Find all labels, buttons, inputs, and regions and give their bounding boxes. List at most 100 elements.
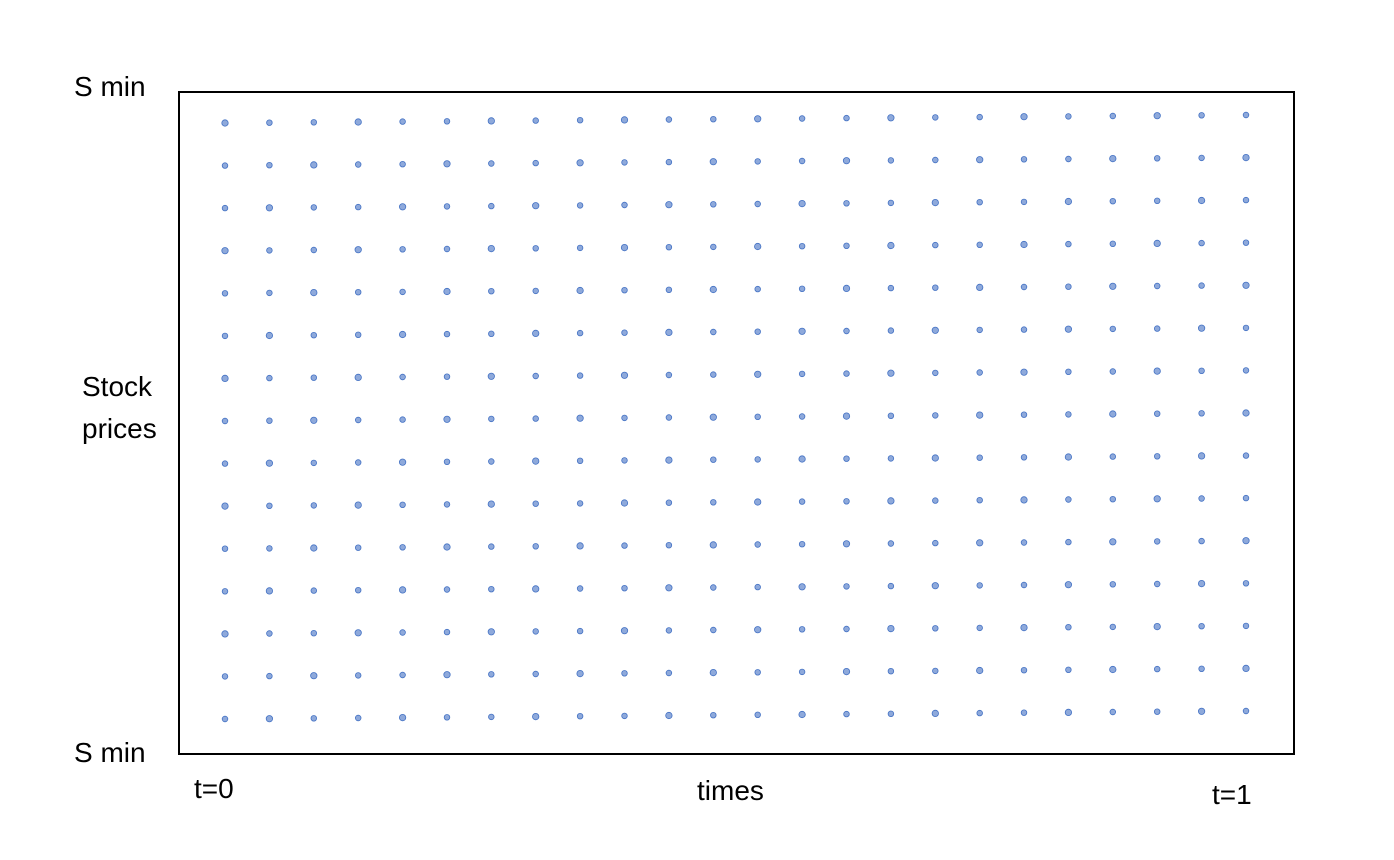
grid-point — [221, 715, 229, 723]
grid-point — [532, 117, 539, 124]
grid-point — [665, 414, 673, 421]
grid-point — [532, 628, 539, 635]
grid-point — [710, 626, 717, 634]
grid-point — [266, 119, 273, 126]
grid-point — [887, 668, 895, 675]
grid-point — [221, 332, 229, 340]
grid-point — [1020, 326, 1028, 333]
grid-point — [1064, 708, 1073, 717]
grid-point — [931, 582, 939, 590]
grid-point — [620, 116, 629, 124]
grid-point — [798, 710, 806, 719]
grid-point — [976, 326, 983, 334]
grid-point — [265, 715, 273, 723]
grid-point — [798, 498, 806, 505]
grid-point — [221, 588, 229, 595]
grid-point — [709, 413, 717, 421]
grid-point — [443, 415, 451, 423]
grid-point — [576, 542, 584, 550]
grid-point — [576, 202, 584, 209]
grid-point — [621, 414, 628, 422]
grid-point — [355, 289, 362, 296]
grid-point — [842, 540, 851, 548]
grid-point — [221, 417, 229, 425]
grid-point — [576, 244, 584, 252]
grid-point — [710, 456, 717, 463]
grid-point — [221, 162, 229, 169]
grid-point — [266, 630, 273, 637]
grid-point — [887, 369, 895, 377]
grid-point — [310, 544, 318, 552]
grid-point — [354, 246, 362, 254]
grid-point — [443, 245, 451, 253]
grid-point — [488, 713, 495, 721]
grid-point — [488, 458, 495, 465]
grid-point — [1065, 538, 1072, 546]
grid-point — [265, 204, 273, 212]
grid-point — [1198, 410, 1205, 417]
grid-point — [621, 670, 628, 677]
grid-point — [1109, 155, 1117, 163]
grid-point — [399, 373, 406, 381]
grid-point — [398, 458, 407, 466]
y-axis-label-line-1: Stock — [82, 371, 153, 402]
grid-point — [754, 626, 762, 634]
grid-point — [798, 541, 806, 548]
grid-point — [532, 245, 539, 252]
grid-point — [1109, 240, 1116, 247]
grid-point — [710, 712, 717, 719]
grid-point — [1153, 665, 1161, 673]
grid-point — [398, 586, 407, 594]
grid-point — [310, 459, 317, 467]
grid-point — [709, 285, 717, 294]
grid-point — [976, 156, 984, 164]
grid-point — [665, 243, 673, 251]
grid-point — [709, 668, 717, 677]
grid-point — [399, 246, 406, 253]
grid-point — [931, 199, 939, 207]
grid-point — [887, 327, 895, 334]
grid-point — [621, 585, 628, 592]
grid-point — [843, 455, 850, 462]
grid-point — [798, 583, 806, 591]
grid-point — [1020, 496, 1028, 504]
grid-point — [1153, 112, 1161, 120]
grid-point — [1020, 411, 1028, 418]
grid-point — [843, 498, 850, 505]
grid-point — [621, 329, 628, 336]
grid-point — [932, 539, 939, 547]
grid-point — [931, 326, 939, 334]
grid-point — [1109, 197, 1116, 205]
grid-point — [754, 115, 762, 123]
grid-point — [1020, 623, 1028, 632]
grid-point — [710, 328, 717, 336]
grid-point — [887, 241, 895, 250]
grid-point — [887, 497, 895, 505]
grid-point — [621, 287, 628, 294]
grid-point — [620, 499, 629, 507]
grid-point — [532, 159, 539, 167]
grid-point — [710, 243, 717, 251]
grid-point — [798, 668, 806, 676]
grid-point — [754, 541, 761, 548]
grid-point — [266, 161, 273, 169]
grid-point — [1020, 709, 1028, 716]
grid-point — [487, 117, 495, 125]
grid-point — [443, 330, 451, 338]
grid-point — [932, 412, 939, 419]
grid-point — [798, 370, 806, 378]
grid-point — [221, 247, 229, 255]
grid-point — [754, 498, 762, 506]
grid-point — [532, 202, 540, 210]
grid-point — [665, 201, 673, 209]
grid-point — [798, 285, 806, 292]
grid-point — [976, 624, 983, 632]
grid-point — [1109, 496, 1116, 503]
grid-point — [221, 204, 229, 212]
grid-point — [532, 287, 539, 295]
grid-point — [1153, 495, 1161, 503]
grid-point — [310, 502, 317, 509]
grid-point — [621, 201, 628, 209]
grid-point — [1242, 196, 1250, 204]
grid-point — [932, 156, 939, 164]
